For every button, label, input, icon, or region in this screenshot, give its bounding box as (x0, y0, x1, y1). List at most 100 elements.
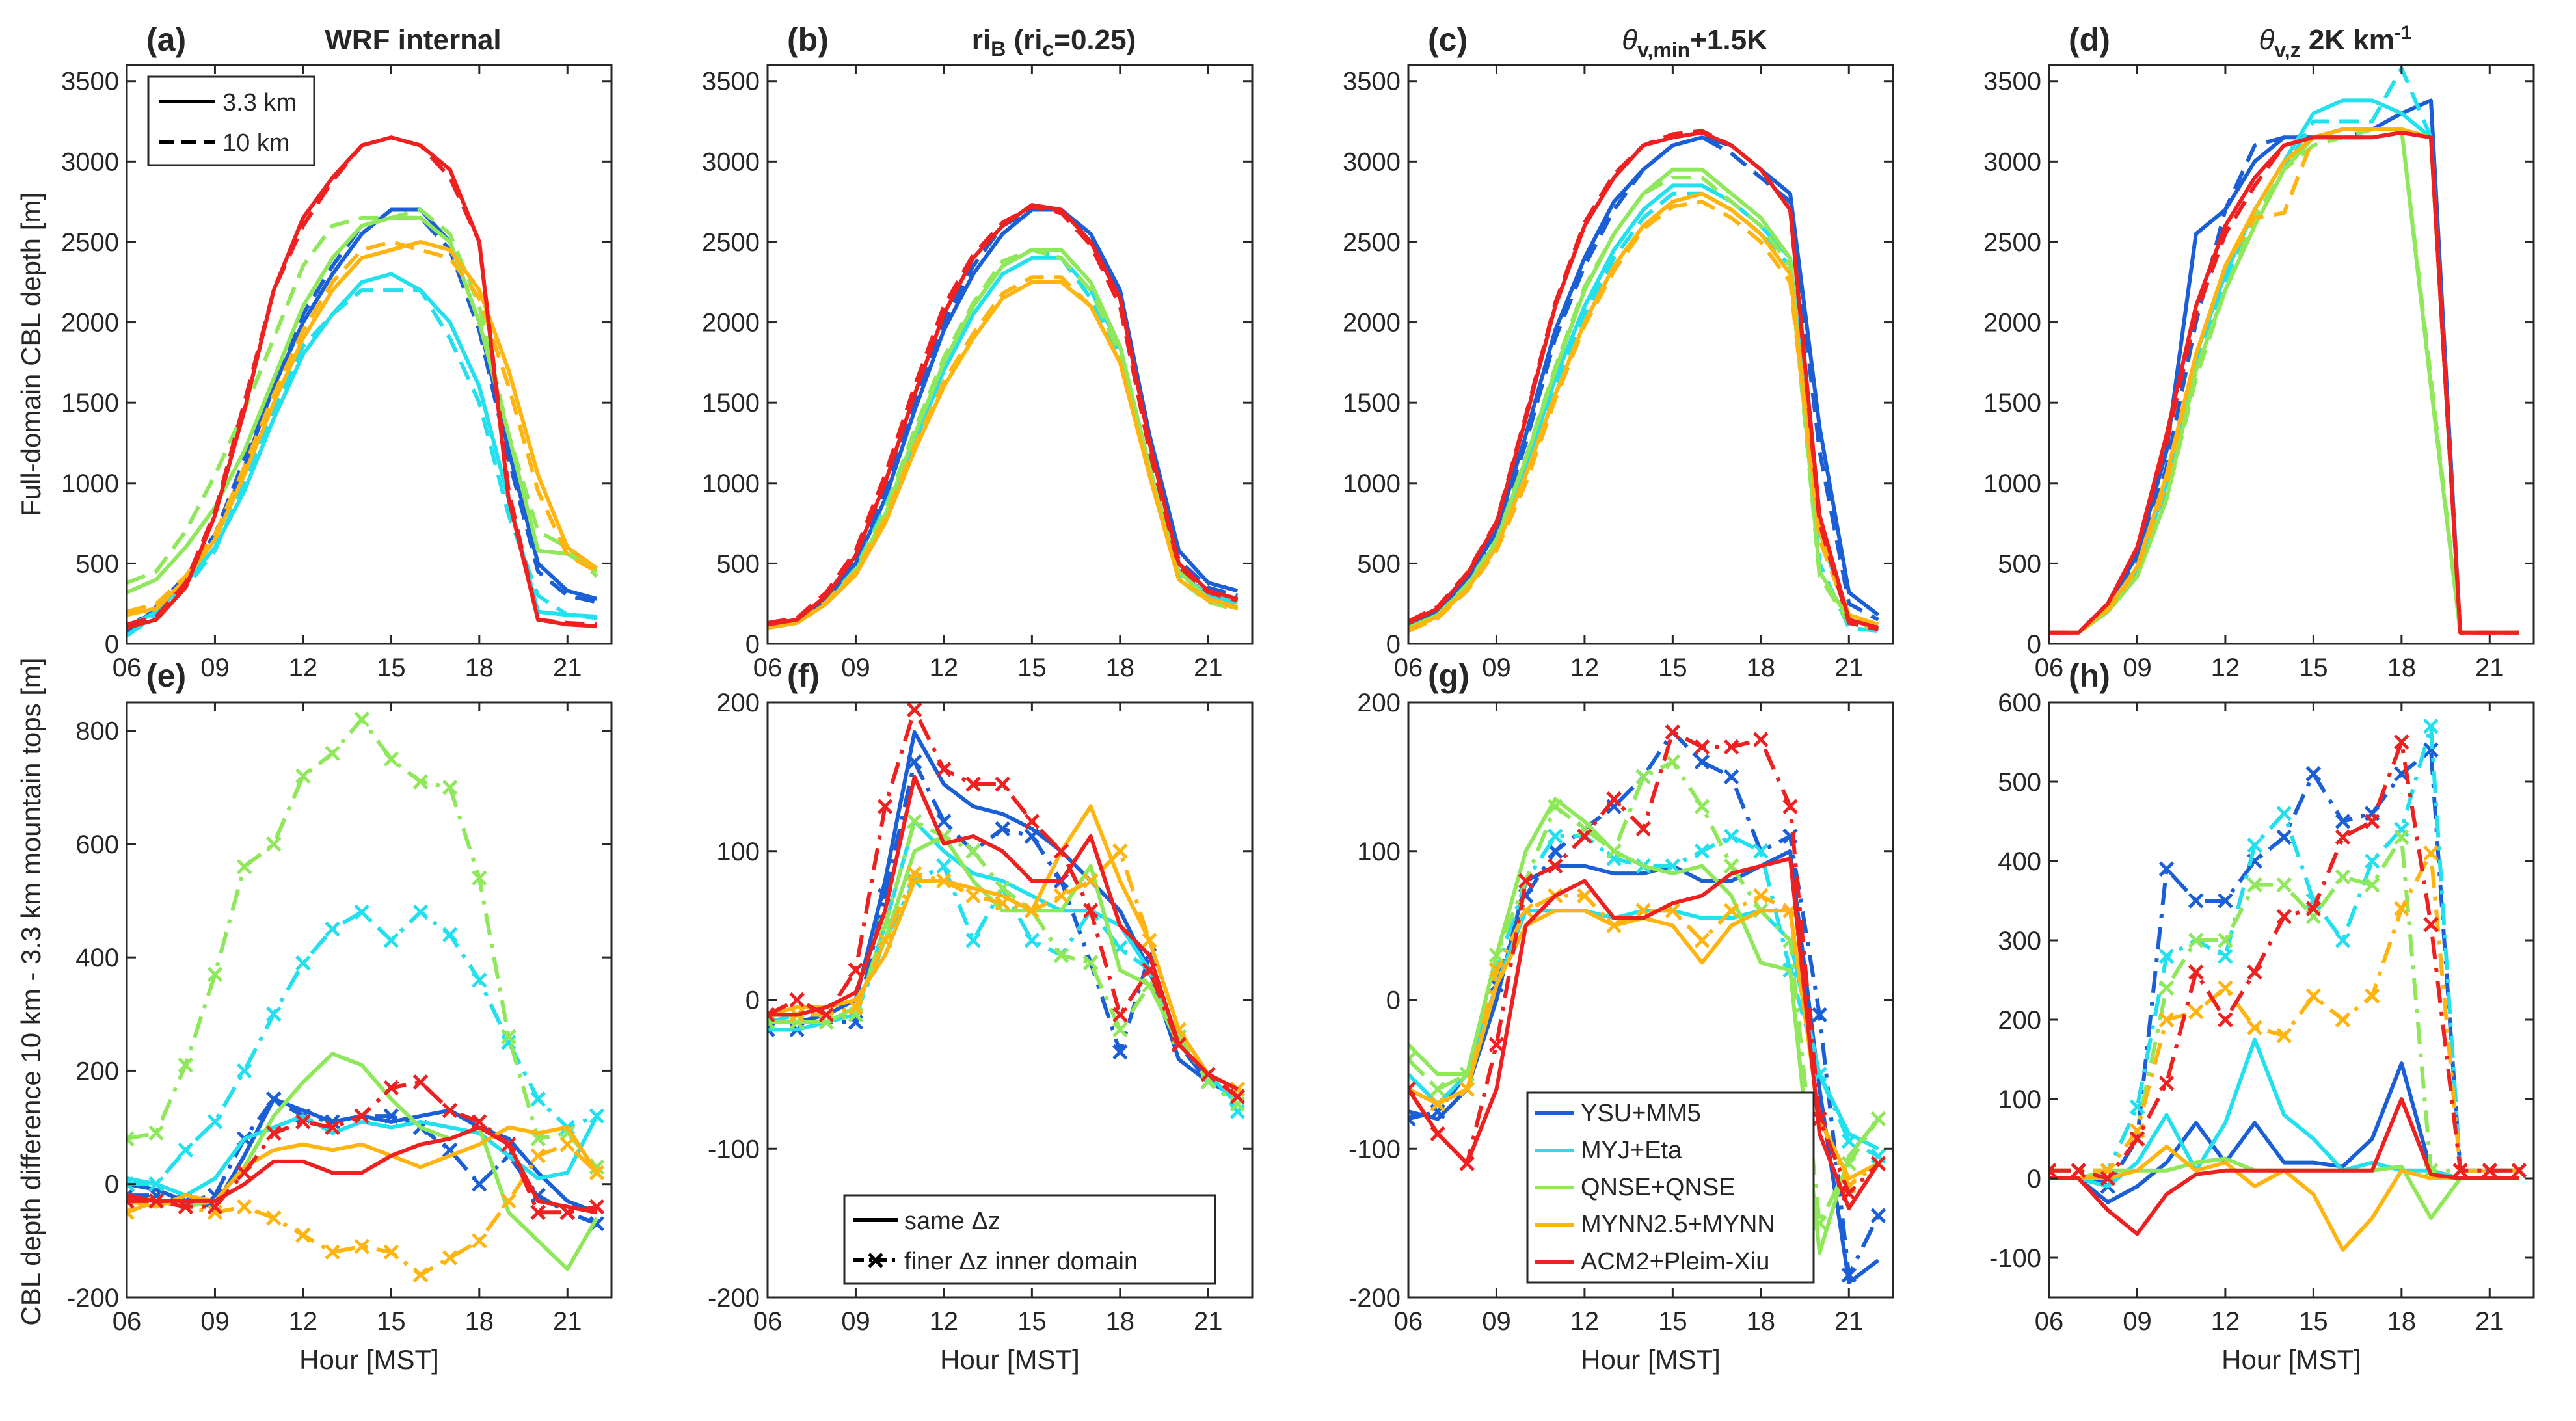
series-line-8 (1408, 857, 1880, 1210)
data-marker (906, 866, 922, 881)
data-marker (1112, 1007, 1128, 1023)
data-marker (412, 774, 429, 790)
x-tick-label: 09 (200, 654, 230, 682)
data-marker (295, 1227, 311, 1243)
data-marker (265, 1125, 282, 1141)
data-marker (995, 821, 1010, 837)
x-tick-label: 06 (753, 1307, 783, 1336)
y-tick-label: 0 (745, 987, 760, 1015)
x-tick-label: 12 (930, 1307, 959, 1336)
data-marker (265, 1006, 282, 1022)
data-marker (383, 1108, 399, 1124)
data-marker (2423, 845, 2439, 861)
legend-dz: same Δz finer Δz inner domain (843, 1194, 1216, 1285)
y-tick-label: 2500 (702, 228, 760, 257)
data-marker (2071, 1163, 2086, 1178)
y-tick-label: 500 (1998, 768, 2041, 797)
data-marker (1782, 799, 1798, 814)
data-marker (1024, 933, 1040, 948)
data-marker (2158, 948, 2175, 964)
panel-b: 0 500 1000 1500 2000 2500 3000 3500 06 09 12 15 18 21… (702, 21, 1254, 682)
series-line-9 (2049, 130, 2519, 635)
data-marker (178, 1199, 194, 1215)
data-marker (1408, 1052, 1416, 1067)
data-marker (295, 1114, 311, 1130)
y-tick-label: 200 (75, 1057, 119, 1085)
data-marker (2335, 1012, 2351, 1028)
data-marker (877, 933, 893, 948)
data-marker (2364, 814, 2380, 829)
y-tick-label: 500 (75, 550, 119, 578)
data-marker (2129, 1131, 2145, 1147)
x-tick-label: 21 (2475, 654, 2504, 682)
y-tick-label: 2000 (1343, 309, 1401, 338)
data-marker (412, 904, 429, 920)
panel-c: 0 500 1000 1500 2000 2500 3000 3500 06 09 12 15 18 21… (1343, 21, 1894, 682)
data-marker (501, 1136, 517, 1152)
x-tick-label: 15 (377, 654, 406, 682)
data-marker (127, 1204, 135, 1221)
panel-a: 0 500 1000 1500 2000 2500 3000 3500 06 09 12 15 18 21… (61, 21, 613, 682)
x-tick-label: 09 (1482, 654, 1511, 682)
y-tick-label: 400 (1998, 847, 2041, 876)
y-tick-label: 0 (745, 630, 760, 659)
panel-d: 0 500 1000 1500 2000 2500 3000 3500 06 09 12 15 18 21… (1983, 21, 2535, 682)
data-marker (2218, 980, 2233, 996)
data-marker (848, 1000, 864, 1015)
data-marker (1488, 948, 1505, 963)
data-marker (1547, 829, 1563, 844)
data-marker (1577, 829, 1592, 844)
data-marker (1547, 843, 1563, 859)
data-marker (501, 1193, 517, 1209)
data-marker (1200, 1067, 1216, 1082)
series-line-6 (127, 239, 598, 617)
series-group (1408, 724, 1886, 1285)
data-marker (1112, 1044, 1128, 1060)
data-marker (383, 1080, 399, 1096)
y-tick-label: 2000 (1983, 309, 2041, 338)
data-marker (1694, 739, 1710, 755)
legend-label: QNSE+QNSE (1581, 1174, 1736, 1201)
data-marker (2335, 829, 2351, 845)
data-marker (442, 927, 458, 943)
data-marker (1694, 843, 1710, 859)
y-tick-label: 200 (1357, 689, 1401, 717)
data-marker (2158, 980, 2175, 996)
x-tick-label: 09 (200, 1307, 230, 1336)
data-marker (2218, 893, 2233, 909)
y-tick-label: 300 (1998, 927, 2041, 955)
series-line-9 (127, 135, 597, 627)
y-tick-label: 0 (105, 630, 119, 659)
data-marker (2305, 988, 2322, 1004)
y-tick-label: 1500 (1343, 389, 1401, 418)
x-tick-label: 21 (1194, 1307, 1223, 1336)
data-marker (1812, 1215, 1827, 1231)
data-marker (906, 754, 922, 770)
x-axis-label: Hour [MST] (299, 1344, 439, 1375)
x-tick-label: 21 (553, 654, 582, 682)
panel-label: (a) (146, 21, 186, 58)
data-marker (1694, 933, 1710, 948)
panel-label: (d) (2069, 21, 2110, 58)
y-axis-label-top: Full-domain CBL depth [m] (16, 193, 46, 516)
data-marker (1024, 829, 1040, 844)
x-tick-label: 18 (1747, 1307, 1776, 1336)
y-tick-label: 2500 (1343, 228, 1401, 257)
data-marker (1577, 888, 1592, 904)
x-tick-label: 12 (289, 654, 318, 682)
data-marker (148, 1125, 164, 1141)
data-marker (2423, 718, 2439, 734)
legend-label: 10 km (222, 129, 289, 157)
x-tick-label: 15 (2299, 654, 2328, 682)
data-marker (412, 1074, 429, 1090)
data-marker (2364, 853, 2380, 869)
data-marker (2511, 1163, 2527, 1178)
data-marker (2247, 837, 2262, 853)
data-marker (1082, 873, 1099, 889)
data-marker (265, 1091, 282, 1107)
x-tick-label: 15 (1017, 654, 1047, 682)
y-tick-label: 3000 (702, 148, 760, 176)
x-tick-label: 12 (1570, 654, 1600, 682)
plot-area (2049, 702, 2534, 1297)
series-line-5 (2049, 127, 2519, 635)
